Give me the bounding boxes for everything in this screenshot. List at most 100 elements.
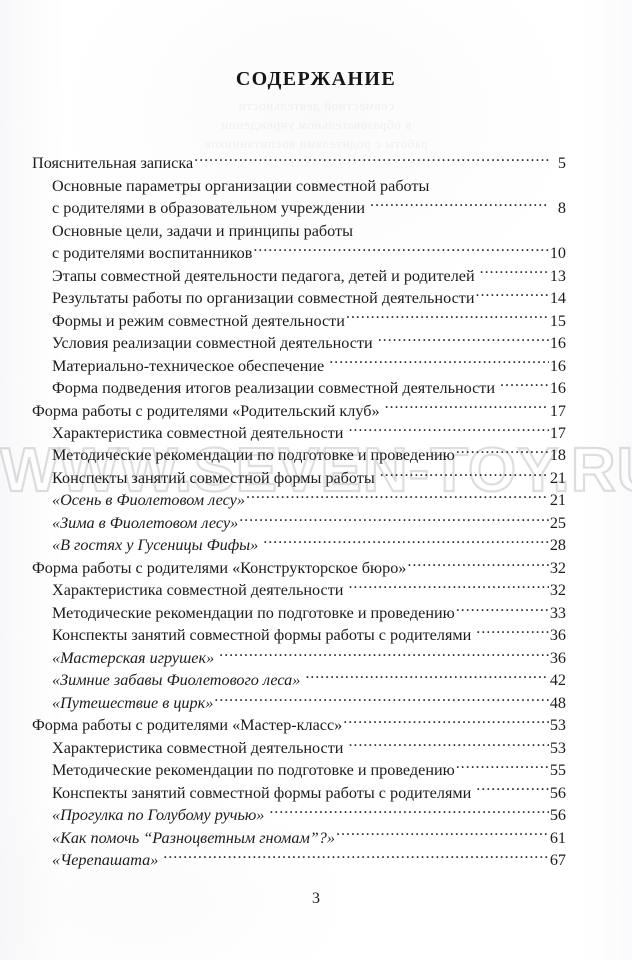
- toc-entry-label: Характеристика совместной деятельности: [52, 424, 344, 442]
- page-number: 3: [312, 890, 320, 907]
- toc-entry[interactable]: с родителями в образовательном учреждени…: [52, 197, 566, 219]
- toc-entry-page-number: 21: [549, 468, 566, 487]
- toc-entry-page-number: 67: [549, 851, 566, 870]
- toc-entry[interactable]: Конспекты занятий совместной формы работ…: [52, 624, 566, 646]
- toc-entry-label: «Путешествие в цирк»: [52, 693, 214, 712]
- toc-entry-label: Основные параметры организации совместно…: [52, 176, 430, 195]
- toc-entry-label: Пояснительная записка: [32, 154, 194, 173]
- toc-entry-label: Методические рекомендации по подготовке …: [52, 761, 455, 780]
- toc-dot-leader: [380, 467, 549, 483]
- toc-entry[interactable]: Материально-техническое обеспечение 16: [52, 354, 566, 376]
- toc-dot-leader: [246, 489, 549, 505]
- toc-entry[interactable]: Этапы совместной деятельности педагога, …: [52, 264, 566, 286]
- toc-entry[interactable]: Методические рекомендации по подготовке …: [52, 759, 566, 781]
- toc-entry[interactable]: Конспекты занятий совместной формы работ…: [52, 467, 566, 489]
- toc-entry-page-number: 13: [549, 266, 566, 285]
- toc-dot-leader: [336, 827, 549, 843]
- toc-entry-page-number: 56: [549, 806, 566, 825]
- toc-dot-leader: [348, 579, 549, 595]
- toc-dot-leader: [480, 264, 549, 280]
- toc-dot-leader: [476, 624, 549, 640]
- toc-dot-leader: [263, 534, 549, 550]
- toc-entry-page-number: 8: [557, 199, 566, 218]
- toc-entry[interactable]: Форма подведения итогов реализации совме…: [52, 377, 566, 399]
- toc-entry[interactable]: Основные параметры организации совместно…: [52, 174, 566, 196]
- toc-entry-page-number: 53: [549, 716, 566, 735]
- toc-dot-leader: [476, 287, 549, 303]
- toc-entry-label: Конспекты занятий совместной формы работ…: [52, 626, 472, 645]
- toc-entry-label: с родителями в образовательном учреждени…: [52, 199, 366, 218]
- toc-entry-label: Характеристика совместной деятельности: [52, 581, 344, 600]
- toc-entry[interactable]: «Мастерская игрушек» 36: [52, 647, 566, 669]
- toc-entry[interactable]: «В гостях у Гусеницы Фифы» 28: [52, 534, 566, 556]
- toc-entry-label: Форма подведения итогов реализации совме…: [52, 379, 496, 398]
- toc-entry[interactable]: Основные цели, задачи и принципы работы: [52, 219, 566, 241]
- toc-entry[interactable]: Условия реализации совместной деятельнос…: [52, 332, 566, 354]
- toc-entry[interactable]: «Прогулка по Голубому ручью» 56: [52, 804, 566, 826]
- toc-dot-leader: [407, 557, 549, 573]
- toc-dot-leader: [354, 219, 549, 235]
- toc-dot-leader: [239, 512, 549, 528]
- toc-entry-label: Методические рекомендации по подготовке …: [52, 603, 455, 622]
- toc-entry[interactable]: Характеристика совместной деятельности 32: [52, 579, 566, 601]
- toc-entry[interactable]: «Зимние забавы Фиолетового леса» 42: [52, 669, 566, 691]
- toc-entry-page-number: 5: [557, 154, 566, 173]
- toc-entry-page-number: 16: [549, 379, 566, 398]
- toc-entry-page-number: 14: [549, 289, 566, 308]
- toc-entry-label: «Черепашата»: [52, 851, 159, 870]
- toc-entry-page-number: 18: [549, 446, 566, 465]
- toc-dot-leader: [456, 602, 549, 618]
- toc-entry-page-number: 17: [549, 424, 566, 442]
- toc-entry-page-number: 48: [549, 693, 566, 712]
- toc-entry-label: Форма работы с родителями «Родительский …: [32, 401, 380, 420]
- toc-entry[interactable]: «Черепашата» 67: [52, 849, 566, 871]
- toc-entry-label: «Прогулка по Голубому ручью»: [52, 806, 265, 825]
- toc-entry-page-number: 32: [549, 558, 566, 577]
- toc-entry-page-number: 15: [549, 311, 566, 330]
- toc-entry[interactable]: «Зима в Фиолетовом лесу» 25: [52, 512, 566, 534]
- toc-entry[interactable]: Пояснительная записка 5: [32, 152, 566, 174]
- toc-entry[interactable]: Результаты работы по организации совмест…: [52, 287, 566, 309]
- toc-entry-page-number: 36: [549, 648, 566, 667]
- toc-entry-label: Методические рекомендации по подготовке …: [52, 446, 455, 465]
- toc-dot-leader: [346, 309, 549, 325]
- toc-entry[interactable]: Форма работы с родителями «Конструкторск…: [32, 557, 566, 579]
- toc-entry[interactable]: Форма работы с родителями «Мастер-класс»…: [32, 714, 566, 736]
- toc-dot-leader: [456, 759, 549, 775]
- toc-entry-label: «Зимние забавы Фиолетового леса»: [52, 671, 301, 690]
- toc-dot-leader: [370, 197, 549, 213]
- toc-entry-label: «Мастерская игрушек»: [52, 648, 215, 667]
- toc-dot-leader: [348, 737, 549, 753]
- toc-entry-page-number: 16: [549, 334, 566, 353]
- toc-dot-leader: [343, 714, 549, 730]
- toc-entry-label: «Зима в Фиолетовом лесу»: [52, 513, 239, 532]
- toc-entry[interactable]: Конспекты занятий совместной формы работ…: [52, 782, 566, 804]
- toc-entry[interactable]: Методические рекомендации по подготовке …: [52, 444, 566, 466]
- toc-dot-leader: [329, 354, 549, 370]
- toc-dot-leader: [430, 174, 549, 190]
- toc-entry[interactable]: Характеристика совместной деятельности 17: [52, 422, 566, 444]
- toc-entry-label: Формы и режим совместной деятельности: [52, 311, 345, 330]
- toc-entry[interactable]: Формы и режим совместной деятельности 15: [52, 309, 566, 331]
- toc-entry-page-number: 28: [549, 536, 566, 555]
- toc-entry[interactable]: «Как помочь “Разноцветным гномам”?» 61: [52, 827, 566, 849]
- toc-dot-leader: [253, 242, 549, 258]
- toc-entry[interactable]: с родителями воспитанников 10: [52, 242, 566, 264]
- toc-entry-page-number: 21: [549, 491, 566, 510]
- toc-entry-page-number: 55: [549, 761, 566, 780]
- toc-entry-page-number: 10: [549, 244, 566, 263]
- showthrough-line: в образовательном учреждении: [220, 117, 412, 132]
- page-title: СОДЕРЖАНИЕ: [235, 68, 397, 90]
- toc-entry-label: Этапы совместной деятельности педагога, …: [52, 266, 475, 285]
- toc-entry[interactable]: «Путешествие в цирк» 48: [52, 692, 566, 714]
- toc-dot-leader: [500, 377, 549, 393]
- toc-entry[interactable]: Методические рекомендации по подготовке …: [52, 602, 566, 624]
- toc-dot-leader: [385, 399, 549, 415]
- toc-dot-leader: [269, 804, 549, 820]
- toc-entry-label: с родителями воспитанников: [52, 244, 253, 263]
- toc-entry[interactable]: Характеристика совместной деятельности 53: [52, 737, 566, 759]
- toc-entry-page-number: 33: [549, 603, 566, 622]
- toc-entry[interactable]: «Осень в Фиолетовом лесу» 21: [52, 489, 566, 511]
- toc-entry[interactable]: Форма работы с родителями «Родительский …: [32, 399, 566, 421]
